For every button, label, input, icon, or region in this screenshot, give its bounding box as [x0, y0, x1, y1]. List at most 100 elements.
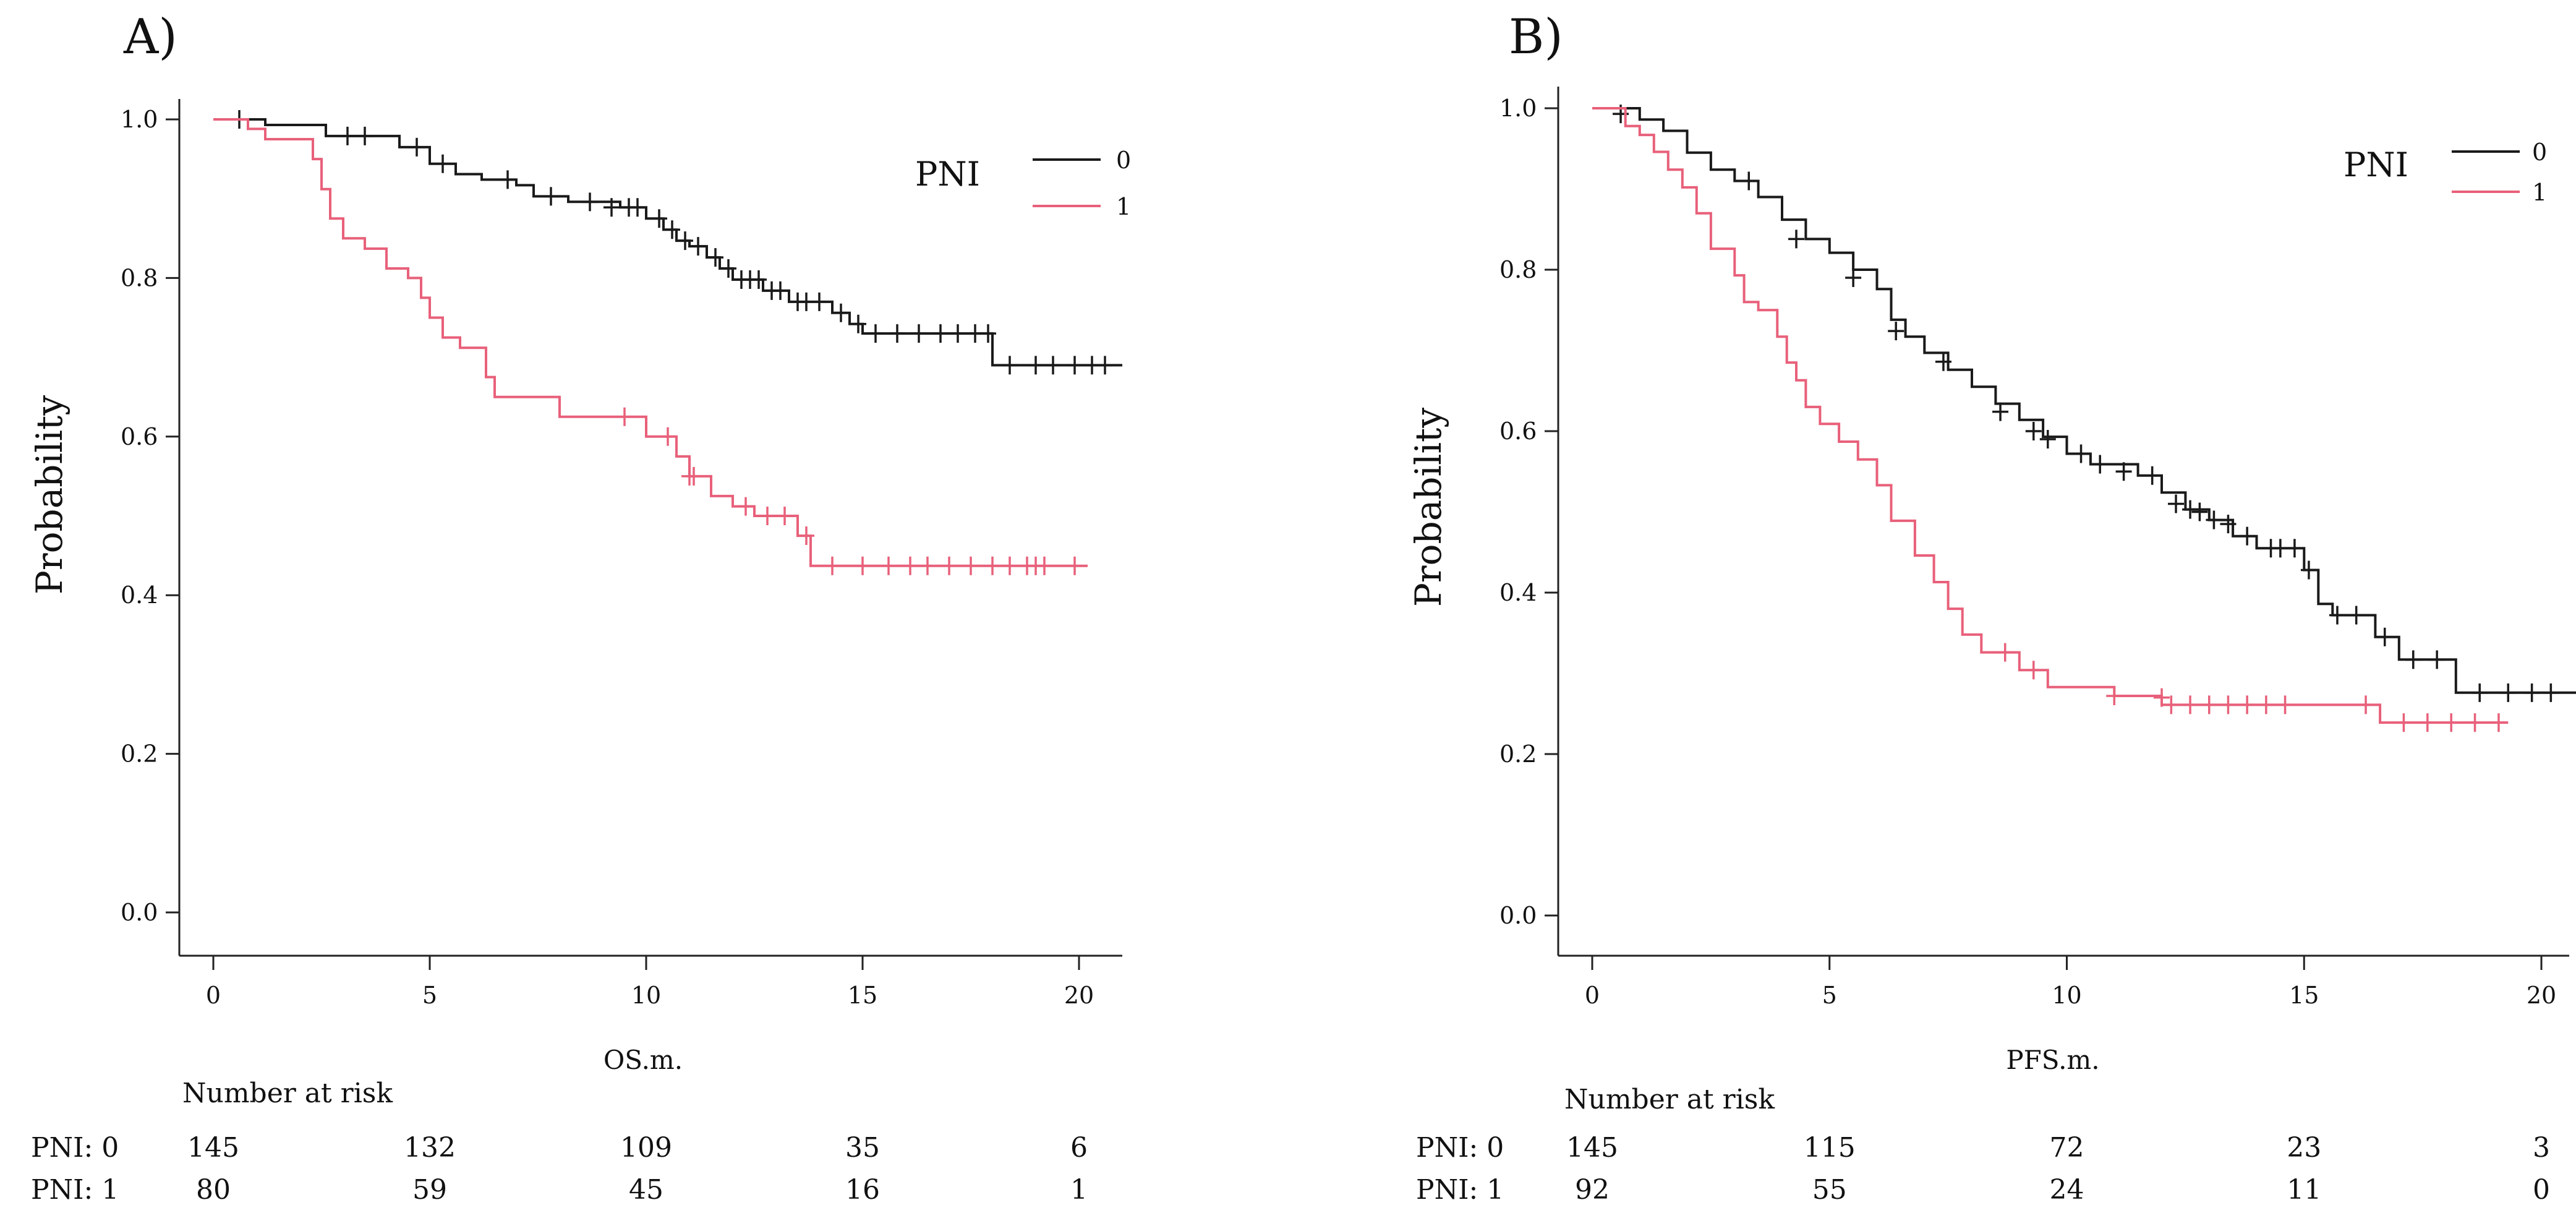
censor-mark [2154, 688, 2170, 707]
x-tick-label: 5 [1822, 982, 1837, 1009]
risk-value: 109 [620, 1132, 672, 1164]
censor-mark [919, 556, 936, 575]
censor-mark [2419, 713, 2436, 732]
risk-values: 145 92 115 55 72 24 23 11 3 0 [1566, 1132, 2550, 1206]
panel-letter: B) [1509, 9, 1563, 65]
risk-value: 80 [196, 1174, 231, 1206]
risk-table-header: Number at risk [182, 1078, 393, 1109]
legend-label-1: 1 [2532, 179, 2547, 206]
x-tick-label: 0 [206, 982, 221, 1009]
y-tick-label: 0.2 [121, 740, 158, 768]
y-tick-label: 1.0 [121, 106, 158, 133]
y-tick-label: 0.8 [121, 264, 158, 291]
risk-value: 11 [2287, 1174, 2321, 1206]
censor-mark [2490, 713, 2507, 732]
censor-mark [855, 556, 871, 575]
risk-value: 45 [629, 1174, 663, 1206]
plot-area [213, 110, 1122, 575]
panel-letter: A) [123, 9, 177, 65]
censor-mark [2239, 695, 2256, 714]
censor-mark [777, 507, 793, 525]
legend-label-1: 1 [1116, 193, 1131, 220]
censor-mark [798, 526, 814, 546]
censor-mark [1002, 356, 1018, 375]
y-tick-label: 0.2 [1499, 740, 1537, 768]
censor-mark [833, 303, 849, 322]
censor-mark [911, 324, 927, 343]
censor-mark [720, 259, 736, 278]
risk-table: Number at risk PNI: 0 PNI: 1 14580132591… [31, 1078, 1088, 1206]
censor-mark [1045, 356, 1061, 375]
censor-mark [1002, 556, 1018, 575]
risk-value: 115 [1804, 1132, 1856, 1164]
censor-mark [660, 427, 676, 446]
censor-mark [1067, 356, 1083, 375]
risk-row-label-0: PNI: 0 [31, 1132, 119, 1164]
censor-mark [409, 137, 425, 157]
risk-row-label-1: PNI: 1 [1416, 1174, 1504, 1206]
x-ticks: 0 5 10 15 20 [206, 956, 1094, 1009]
censor-mark [2115, 462, 2132, 481]
censor-mark [2182, 500, 2199, 519]
censor-mark [980, 324, 996, 343]
censor-mark [868, 324, 884, 343]
censor-mark [2206, 510, 2222, 530]
x-axis-title: OS.m. [603, 1045, 683, 1075]
censor-mark [2500, 683, 2517, 702]
y-tick-label: 0.4 [121, 581, 158, 609]
x-tick-label: 5 [422, 982, 437, 1009]
risk-value: 145 [187, 1132, 239, 1164]
censor-mark [2106, 687, 2123, 706]
survival-curve-pni-1 [213, 118, 1088, 567]
censor-mark [941, 556, 957, 575]
risk-row-label-1: PNI: 1 [31, 1174, 119, 1206]
censor-mark [1845, 268, 1862, 288]
censor-mark [2239, 526, 2256, 546]
legend: PNI 0 1 [915, 147, 1131, 220]
survival-curve-pni-1 [1592, 107, 2509, 724]
censor-mark [616, 407, 633, 426]
censor-mark [357, 126, 373, 145]
risk-value: 6 [1070, 1132, 1088, 1164]
legend: PNI 0 1 [2344, 139, 2547, 206]
censor-mark [984, 556, 1000, 575]
risk-values: 145 80 132 59 109 45 35 16 6 1 [187, 1132, 1088, 1206]
risk-value: 55 [1812, 1174, 1847, 1206]
censor-mark [2277, 695, 2293, 714]
panel-a: A) 0.00.20.40.60.81.0 0 5 10 15 20 Probabili… [28, 9, 1131, 1206]
censor-mark [1067, 556, 1083, 575]
censor-mark [2144, 466, 2160, 485]
x-tick-label: 15 [2289, 982, 2319, 1009]
censor-mark [2405, 650, 2421, 669]
censor-mark [824, 556, 840, 575]
censor-mark [2191, 502, 2208, 521]
censor-mark [1028, 356, 1044, 375]
risk-value: 145 [1566, 1132, 1618, 1164]
censor-mark [2429, 650, 2446, 669]
censor-mark [1888, 322, 1904, 341]
x-tick-label: 10 [2052, 982, 2081, 1009]
censor-mark [2376, 627, 2393, 646]
x-ticks: 0 5 10 15 20 [1585, 956, 2556, 1009]
censor-mark [889, 324, 905, 343]
censor-mark [2182, 695, 2199, 714]
survival-curve-pni-0 [1592, 107, 2576, 694]
plot-area [1592, 105, 2576, 732]
risk-value: 59 [412, 1174, 447, 1206]
censor-mark [2201, 695, 2217, 714]
censor-mark [751, 270, 767, 289]
censor-mark [2025, 422, 2042, 440]
censor-mark [881, 556, 897, 575]
censor-mark [1935, 352, 1951, 371]
y-tick-label: 0.6 [1499, 418, 1537, 445]
y-tick-label: 0.8 [1499, 256, 1537, 283]
censor-mark [2329, 606, 2345, 625]
legend-title: PNI [2344, 145, 2408, 184]
censor-mark [2163, 695, 2180, 714]
risk-value: 3 [2533, 1132, 2550, 1164]
panel-b: B) 0.00.20.40.60.81.0 0 5 10 15 20 Probabili… [1407, 9, 2576, 1206]
censor-mark [435, 154, 451, 173]
censor-mark [2220, 695, 2237, 714]
censor-mark [2300, 560, 2317, 580]
